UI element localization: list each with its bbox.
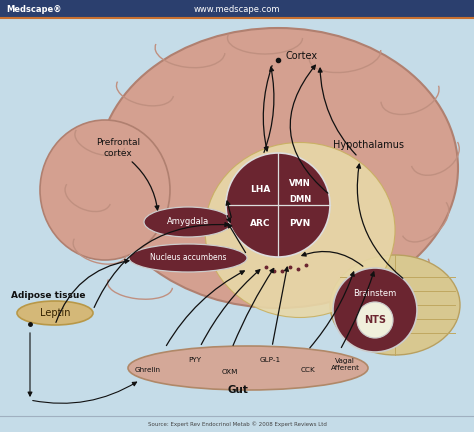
Text: VMN: VMN <box>289 178 311 187</box>
Circle shape <box>226 153 330 257</box>
Text: Prefrontal
cortex: Prefrontal cortex <box>96 138 140 158</box>
Text: www.medscape.com: www.medscape.com <box>194 4 280 13</box>
Text: Hypothalamus: Hypothalamus <box>333 140 404 150</box>
Text: DMN: DMN <box>289 196 311 204</box>
Ellipse shape <box>205 143 395 318</box>
Ellipse shape <box>128 346 368 390</box>
Ellipse shape <box>129 244 247 272</box>
Circle shape <box>333 268 417 352</box>
Text: Nucleus accumbens: Nucleus accumbens <box>150 254 226 263</box>
Ellipse shape <box>17 301 93 325</box>
Circle shape <box>357 302 393 338</box>
Text: LHA: LHA <box>250 185 270 194</box>
Text: NTS: NTS <box>364 315 386 325</box>
Text: PYY: PYY <box>189 357 201 363</box>
Text: ARC: ARC <box>250 219 270 228</box>
Ellipse shape <box>98 28 458 308</box>
Text: Amygdala: Amygdala <box>167 217 209 226</box>
Text: Gut: Gut <box>228 385 248 395</box>
Text: Vagal
Afferent: Vagal Afferent <box>330 358 359 371</box>
Ellipse shape <box>330 255 460 355</box>
Ellipse shape <box>144 207 232 237</box>
Text: Adipose tissue: Adipose tissue <box>11 290 85 299</box>
Text: Cortex: Cortex <box>286 51 318 61</box>
Text: Leptin: Leptin <box>40 308 70 318</box>
Text: Brainstem: Brainstem <box>354 289 397 299</box>
Text: CCK: CCK <box>301 367 315 373</box>
Ellipse shape <box>40 120 170 260</box>
Bar <box>0 0 474 18</box>
Text: Source: Expert Rev Endocrinol Metab © 2008 Expert Reviews Ltd: Source: Expert Rev Endocrinol Metab © 20… <box>147 421 327 427</box>
Text: Medscape®: Medscape® <box>6 4 62 13</box>
Text: GLP-1: GLP-1 <box>259 357 281 363</box>
Text: Ghrelin: Ghrelin <box>135 367 161 373</box>
Text: PVN: PVN <box>289 219 310 228</box>
Text: OXM: OXM <box>222 369 238 375</box>
